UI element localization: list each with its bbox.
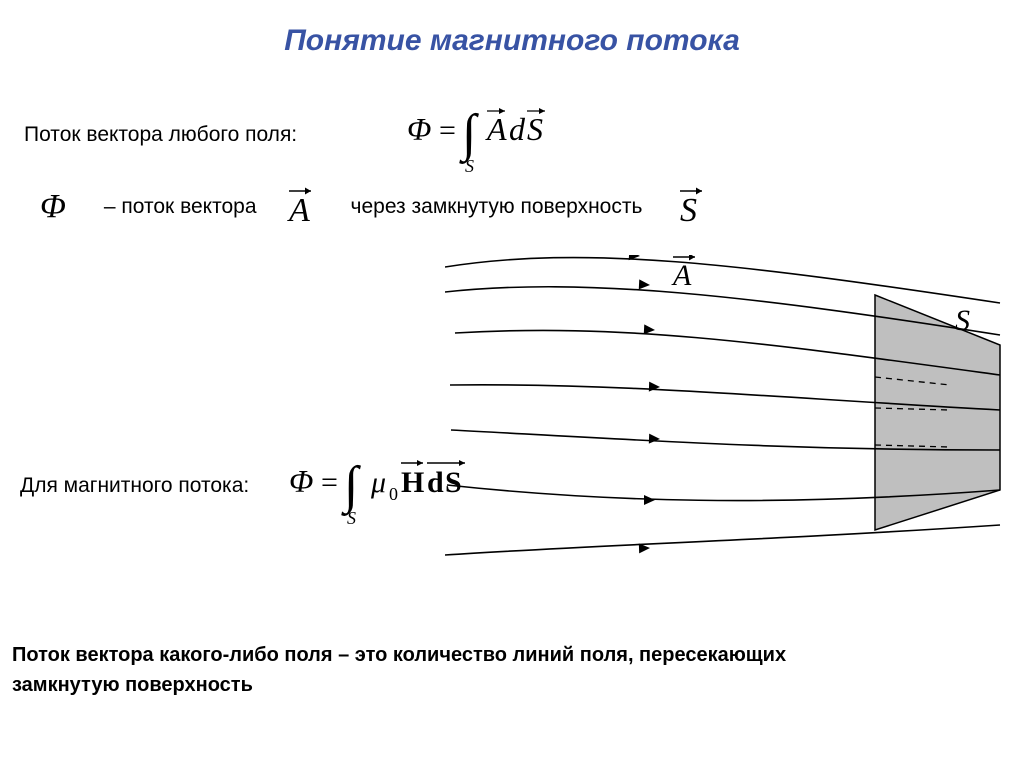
svg-text:S: S: [527, 111, 543, 147]
row-magnetic-flux: Для магнитного потока: Φ = ∫ S μ 0 H d S: [20, 445, 499, 527]
vector-S-symbol: S: [676, 185, 712, 229]
flux-diagram-svg: S A: [445, 255, 1005, 575]
formula-phi-integral-AdS: Φ = ∫ S A d S: [407, 95, 587, 175]
field-arrows-group: [629, 255, 660, 553]
svg-text:=: =: [321, 466, 338, 499]
svg-text:Φ: Φ: [289, 463, 313, 499]
text-through-surface: через замкнутую поверхность: [351, 195, 643, 219]
A-vector-label: A: [671, 255, 695, 292]
summary-line-2: замкнутую поверхность: [12, 670, 786, 700]
flux-diagram: S A: [445, 255, 1005, 575]
label-any-field: Поток вектора любого поля:: [24, 123, 297, 147]
text-flux-of-vector: – поток вектора: [104, 195, 257, 219]
title-text: Понятие магнитного потока: [284, 24, 740, 57]
svg-text:A: A: [287, 192, 310, 229]
phi-symbol: Φ: [407, 111, 431, 147]
svg-text:H: H: [401, 466, 424, 499]
summary-text: Поток вектора какого-либо поля – это кол…: [12, 640, 786, 700]
row-flux-any-field: Поток вектора любого поля: Φ = ∫ S A d S: [24, 95, 587, 175]
svg-text:S: S: [465, 156, 474, 175]
svg-text:μ: μ: [370, 466, 386, 499]
phi-large: Φ: [40, 188, 66, 226]
svg-text:A: A: [671, 259, 692, 292]
svg-text:0: 0: [389, 484, 398, 504]
svg-text:=: =: [439, 114, 456, 147]
svg-text:d: d: [427, 466, 444, 499]
row-phi-definition: Φ – поток вектора A через замкнутую пове…: [40, 185, 712, 229]
vector-A-symbol: A: [285, 185, 321, 229]
page-title: Понятие магнитного потока: [0, 0, 1024, 58]
svg-text:A: A: [485, 111, 507, 147]
label-magnetic-flux: Для магнитного потока:: [20, 474, 249, 498]
svg-text:S: S: [680, 192, 697, 229]
svg-text:d: d: [509, 111, 526, 147]
surface-label: S: [955, 304, 970, 337]
svg-text:S: S: [347, 508, 356, 527]
summary-line-1: Поток вектора какого-либо поля – это кол…: [12, 640, 786, 670]
